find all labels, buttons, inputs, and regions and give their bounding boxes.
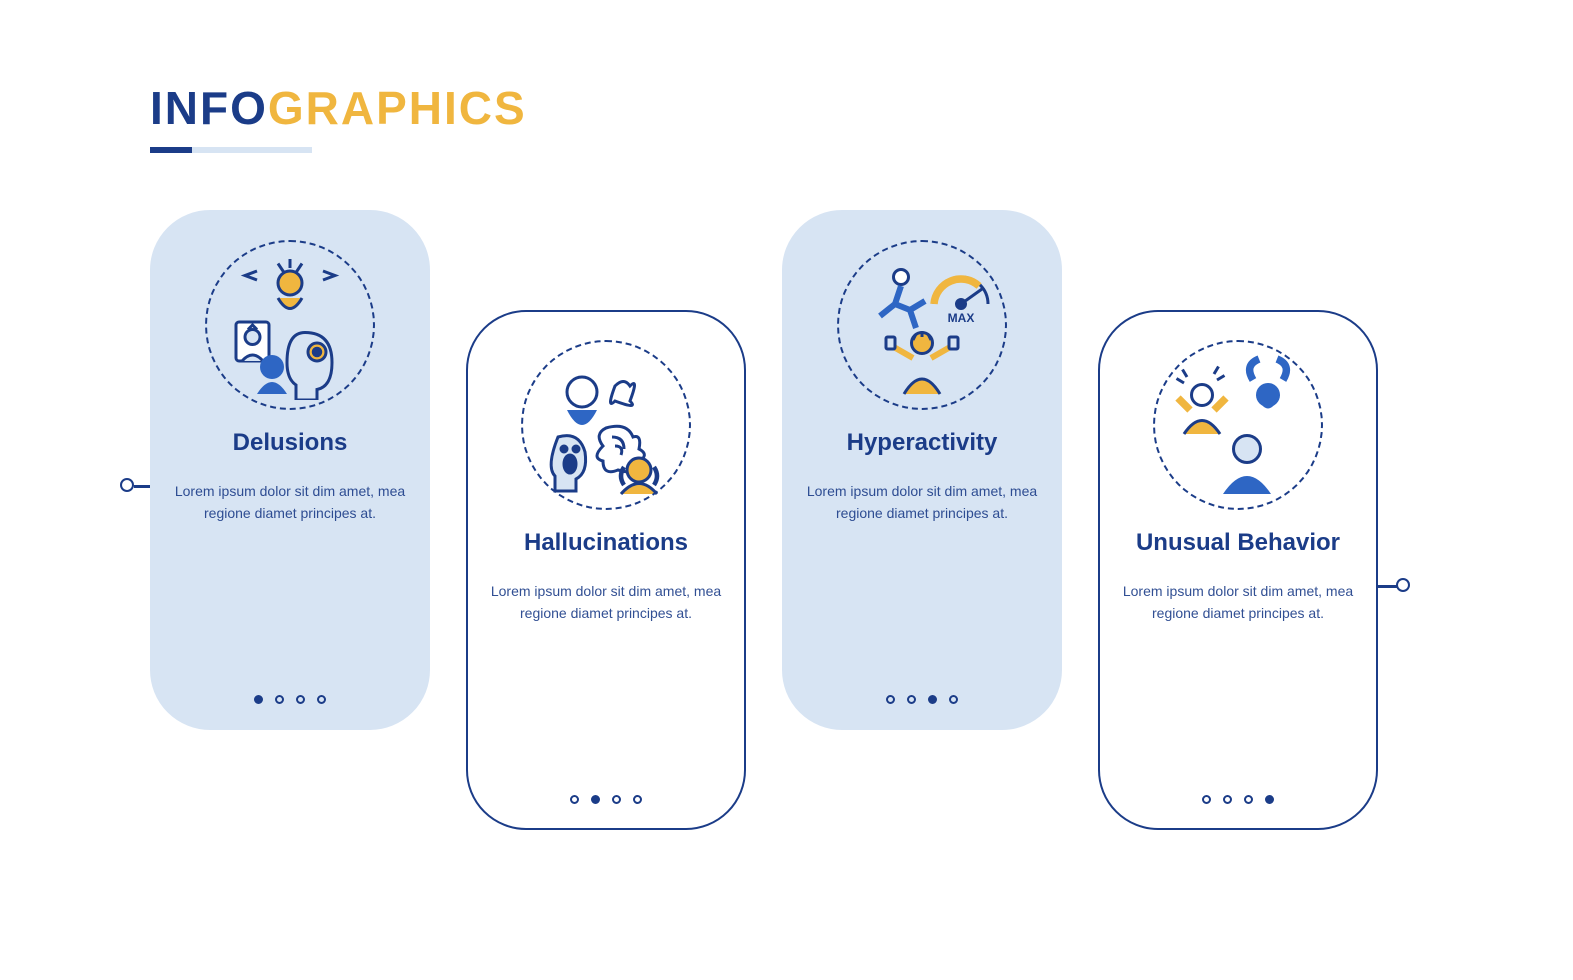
- card-delusions: Delusions Lorem ipsum dolor sit dim amet,…: [150, 210, 430, 730]
- dot: [296, 695, 305, 704]
- cards-stage: Delusions Lorem ipsum dolor sit dim amet,…: [120, 210, 1380, 850]
- dot: [1223, 795, 1232, 804]
- underline-light: [192, 147, 312, 153]
- card-title: Delusions: [233, 428, 348, 458]
- dashed-circle: [521, 340, 691, 510]
- card-body: Lorem ipsum dolor sit dim amet, mea regi…: [806, 480, 1038, 685]
- dot: [1244, 795, 1253, 804]
- title-part-a: INFO: [150, 82, 268, 134]
- card-title: Hyperactivity: [847, 428, 998, 458]
- dot: [886, 695, 895, 704]
- dashed-circle: [837, 240, 1007, 410]
- dot: [570, 795, 579, 804]
- dot: [928, 695, 937, 704]
- card-unusual: Unusual Behavior Lorem ipsum dolor sit di…: [1098, 310, 1378, 830]
- card-body: Lorem ipsum dolor sit dim amet, mea regi…: [490, 580, 722, 785]
- dashed-circle: [1153, 340, 1323, 510]
- delusions-icon: [205, 240, 375, 410]
- card-hallucinations: Hallucinations Lorem ipsum dolor sit dim …: [466, 310, 746, 830]
- hyperactivity-icon: MAX: [837, 240, 1007, 410]
- card-body: Lorem ipsum dolor sit dim amet, mea regi…: [1122, 580, 1354, 785]
- connector-start-dot: [120, 478, 134, 492]
- progress-dots: [570, 795, 642, 804]
- dot: [591, 795, 600, 804]
- underline-accent: [150, 147, 192, 153]
- dot: [317, 695, 326, 704]
- dot: [254, 695, 263, 704]
- card-body: Lorem ipsum dolor sit dim amet, mea regi…: [174, 480, 406, 685]
- title-underline: [150, 147, 527, 153]
- card-title: Unusual Behavior: [1136, 528, 1340, 558]
- connector-line: [1376, 585, 1398, 588]
- dot: [949, 695, 958, 704]
- dot: [275, 695, 284, 704]
- dot: [633, 795, 642, 804]
- dot: [907, 695, 916, 704]
- connector-end-dot: [1396, 578, 1410, 592]
- unusual-icon: [1153, 340, 1323, 510]
- dot: [1202, 795, 1211, 804]
- hallucinations-icon: [521, 340, 691, 510]
- header: INFOGRAPHICS: [150, 85, 527, 153]
- progress-dots: [254, 695, 326, 704]
- dashed-circle: [205, 240, 375, 410]
- progress-dots: [1202, 795, 1274, 804]
- card-title: Hallucinations: [524, 528, 688, 558]
- page-title: INFOGRAPHICS: [150, 85, 527, 131]
- dot: [1265, 795, 1274, 804]
- dot: [612, 795, 621, 804]
- title-part-b: GRAPHICS: [268, 82, 527, 134]
- card-hyperactivity: MAX Hyperactivity Lorem ipsum dolor sit d…: [782, 210, 1062, 730]
- progress-dots: [886, 695, 958, 704]
